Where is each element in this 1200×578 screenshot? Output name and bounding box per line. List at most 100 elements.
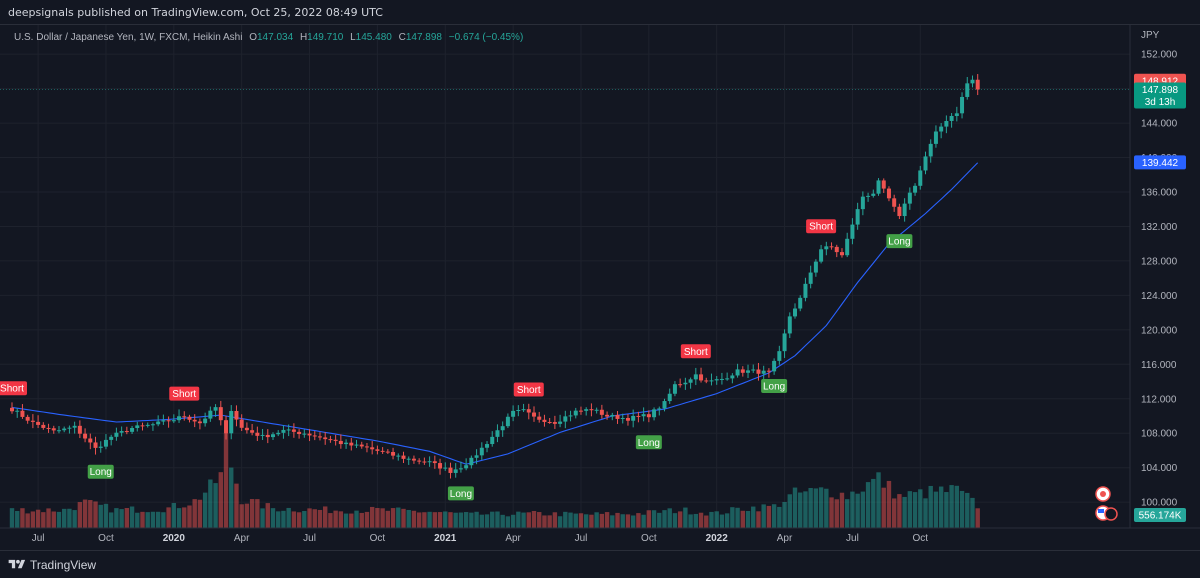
candle-body: [411, 458, 416, 461]
candle-body: [552, 422, 557, 424]
volume-bar: [531, 510, 537, 528]
volume-bar: [970, 497, 975, 528]
candle-body: [229, 411, 234, 434]
candle-body: [526, 409, 531, 413]
volume-bar: [500, 514, 505, 528]
candle-body: [719, 378, 724, 380]
volume-bar: [291, 511, 297, 528]
volume-bar: [651, 510, 657, 528]
tradingview-logo-icon[interactable]: [8, 558, 26, 571]
time-axis[interactable]: Jul Oct 2020 Apr Jul Oct 2021 Apr Jul Oct 2022 Apr J…: [32, 533, 929, 544]
candle-body: [615, 414, 620, 419]
volume-bar: [573, 513, 578, 528]
volume-bar: [223, 433, 229, 528]
candle-body: [516, 410, 521, 412]
volume-bar: [688, 514, 693, 528]
candle-body: [291, 429, 296, 432]
volume-bar: [557, 516, 563, 528]
volume-bar: [798, 492, 803, 528]
candle-body: [578, 410, 583, 412]
signal-label: Long: [888, 237, 910, 248]
volume-bar: [396, 507, 401, 528]
volume-bar: [328, 513, 333, 528]
volume-bar: [140, 511, 145, 528]
volume-bar: [296, 512, 302, 528]
candle-body: [620, 417, 625, 419]
candle-body: [699, 374, 704, 381]
volume-bar: [276, 511, 281, 528]
candle-body: [344, 442, 349, 445]
candle-body: [923, 156, 928, 171]
candle-body: [177, 416, 182, 421]
volume-bar: [67, 508, 72, 528]
volume-bar: [474, 511, 479, 528]
candle-body: [427, 461, 432, 463]
candle-body: [140, 425, 145, 427]
candle-body: [250, 430, 255, 433]
price-tick-label: 104.000: [1141, 463, 1178, 474]
candle-body: [67, 427, 72, 429]
candle-body: [166, 420, 171, 422]
candle-body: [735, 369, 740, 376]
candle-body: [312, 435, 317, 437]
event-icons[interactable]: [1095, 486, 1118, 521]
volume-bar: [505, 516, 511, 528]
volume-bar: [672, 513, 678, 528]
candle-body: [375, 449, 380, 451]
candle-body: [432, 461, 437, 464]
candle-body: [396, 455, 401, 457]
volume-bar: [202, 492, 208, 528]
candle-body: [36, 421, 41, 425]
volume-bar: [944, 492, 949, 528]
candle-body: [631, 415, 636, 421]
candle-body: [751, 369, 756, 371]
volume-bar: [218, 472, 223, 528]
volume-bar: [839, 492, 845, 528]
candle-body: [98, 446, 103, 448]
volume-bar: [845, 499, 850, 528]
volume-bar: [709, 511, 714, 528]
volume-bar: [281, 510, 286, 528]
price-tick-label: 152.000: [1141, 50, 1178, 61]
candle-body: [192, 419, 197, 422]
candle-body: [839, 252, 844, 256]
low-value: 145.480: [356, 32, 393, 43]
volume-bar: [745, 510, 751, 528]
candle-body: [124, 431, 129, 433]
signal-short: Short: [0, 381, 27, 396]
signal-label: Long: [90, 467, 112, 478]
candle-body: [265, 434, 270, 438]
candle-body: [464, 465, 469, 469]
volume-bar: [380, 508, 385, 528]
brand-name[interactable]: TradingView: [30, 558, 97, 572]
volume-bar: [542, 515, 547, 528]
candle-body: [928, 143, 933, 157]
volume-bar: [458, 512, 464, 528]
candle-body: [636, 415, 641, 417]
candle-body: [573, 410, 578, 416]
volume-bar: [526, 512, 531, 528]
candle-body: [171, 420, 176, 422]
volume-bar: [756, 511, 761, 528]
time-tick-label: Oct: [370, 533, 386, 544]
volume-bar: [302, 510, 307, 528]
volume-bar: [82, 499, 88, 528]
price-tick-label: 144.000: [1141, 119, 1178, 130]
volume-bar: [818, 487, 824, 528]
volume-bar: [56, 511, 62, 528]
signal-short: Short: [806, 219, 837, 234]
close-value: 147.898: [406, 32, 443, 43]
candle-body: [793, 308, 797, 317]
candle-body: [657, 408, 662, 410]
dividend-event-icon[interactable]: [1104, 507, 1118, 521]
candle-body: [599, 409, 604, 415]
volume-bar: [354, 510, 359, 528]
price-label: 139.442: [1134, 155, 1186, 170]
volume-bar: [93, 501, 98, 528]
candle-body: [302, 433, 307, 435]
time-tick-label: Jul: [32, 533, 45, 544]
volume-bar: [860, 491, 866, 528]
volume-bar: [646, 510, 652, 528]
